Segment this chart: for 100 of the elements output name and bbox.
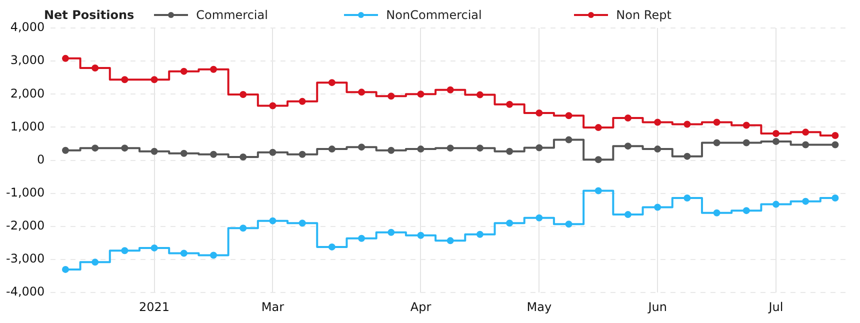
x-tick-label: Jul <box>768 300 784 314</box>
point <box>180 68 188 75</box>
legend-title: Net Positions <box>44 8 134 22</box>
x-tick-label: May <box>526 300 552 314</box>
point <box>388 146 395 154</box>
y-tick-label: 2,000 <box>10 86 45 100</box>
x-tick-label: Apr <box>410 300 432 314</box>
point <box>417 232 424 239</box>
point <box>594 156 602 164</box>
point <box>388 228 395 236</box>
legend-label: Non Rept <box>616 8 672 22</box>
point <box>476 144 484 152</box>
point <box>565 112 572 120</box>
y-tick-label: -1,000 <box>6 186 45 200</box>
point <box>150 148 158 155</box>
point <box>832 141 839 148</box>
point <box>802 198 810 205</box>
point <box>150 76 158 84</box>
point <box>358 234 366 242</box>
point <box>684 152 691 160</box>
point <box>298 220 306 227</box>
point <box>506 220 514 227</box>
point <box>654 118 662 126</box>
point <box>802 141 810 148</box>
point <box>121 247 128 254</box>
point <box>772 130 780 138</box>
point <box>565 136 572 144</box>
y-tick-label: 3,000 <box>10 53 45 68</box>
point <box>742 139 750 146</box>
point <box>180 150 188 157</box>
point <box>121 76 128 84</box>
point <box>269 102 276 110</box>
point <box>240 90 247 98</box>
point <box>298 98 306 105</box>
point <box>742 122 750 129</box>
point <box>210 66 218 73</box>
point <box>713 118 720 126</box>
point <box>772 200 780 208</box>
point <box>92 144 99 152</box>
point <box>565 220 572 228</box>
point <box>713 139 720 146</box>
point <box>832 194 839 202</box>
point <box>506 100 514 108</box>
point <box>62 146 69 154</box>
point <box>240 153 247 160</box>
point <box>832 132 839 139</box>
point <box>594 187 602 194</box>
point <box>536 110 543 117</box>
point <box>240 224 247 232</box>
point <box>388 92 395 100</box>
point <box>713 209 720 216</box>
point <box>180 250 188 257</box>
y-tick-label: 0 <box>37 152 45 166</box>
point <box>506 148 514 155</box>
point <box>446 144 454 152</box>
point <box>417 146 424 153</box>
point <box>654 146 662 153</box>
point <box>446 86 454 94</box>
x-tick-label: Mar <box>261 300 284 314</box>
point <box>772 138 780 145</box>
point <box>269 148 276 156</box>
point <box>417 90 424 98</box>
point <box>684 194 691 202</box>
point <box>121 144 128 152</box>
point <box>358 144 366 151</box>
point <box>210 150 218 158</box>
y-tick-label: -2,000 <box>6 218 45 233</box>
point <box>328 243 336 250</box>
legend-label: Commercial <box>196 8 268 22</box>
point <box>328 79 336 86</box>
point <box>210 252 218 259</box>
point <box>802 128 810 136</box>
y-tick-label: -3,000 <box>6 252 45 266</box>
point <box>624 211 632 218</box>
point <box>476 230 484 238</box>
point <box>476 91 484 98</box>
point <box>654 204 662 211</box>
point <box>684 120 691 128</box>
point <box>328 146 336 153</box>
point <box>269 217 276 224</box>
point <box>624 114 632 122</box>
point <box>92 258 99 266</box>
point <box>358 88 366 96</box>
legend-label: NonCommercial <box>386 8 482 22</box>
point <box>742 207 750 214</box>
point <box>150 244 158 252</box>
point <box>92 64 99 72</box>
y-tick-label: 1,000 <box>10 119 45 134</box>
point <box>298 150 306 158</box>
y-tick-label: -4,000 <box>6 284 45 299</box>
point <box>536 214 543 222</box>
point <box>536 144 543 152</box>
x-tick-label: Jun <box>647 300 667 314</box>
point <box>594 124 602 132</box>
point <box>62 54 69 62</box>
y-tick-label: 4,000 <box>10 20 45 34</box>
x-tick-label: 2021 <box>139 300 170 314</box>
point <box>446 237 454 244</box>
point <box>62 266 69 273</box>
point <box>624 142 632 150</box>
